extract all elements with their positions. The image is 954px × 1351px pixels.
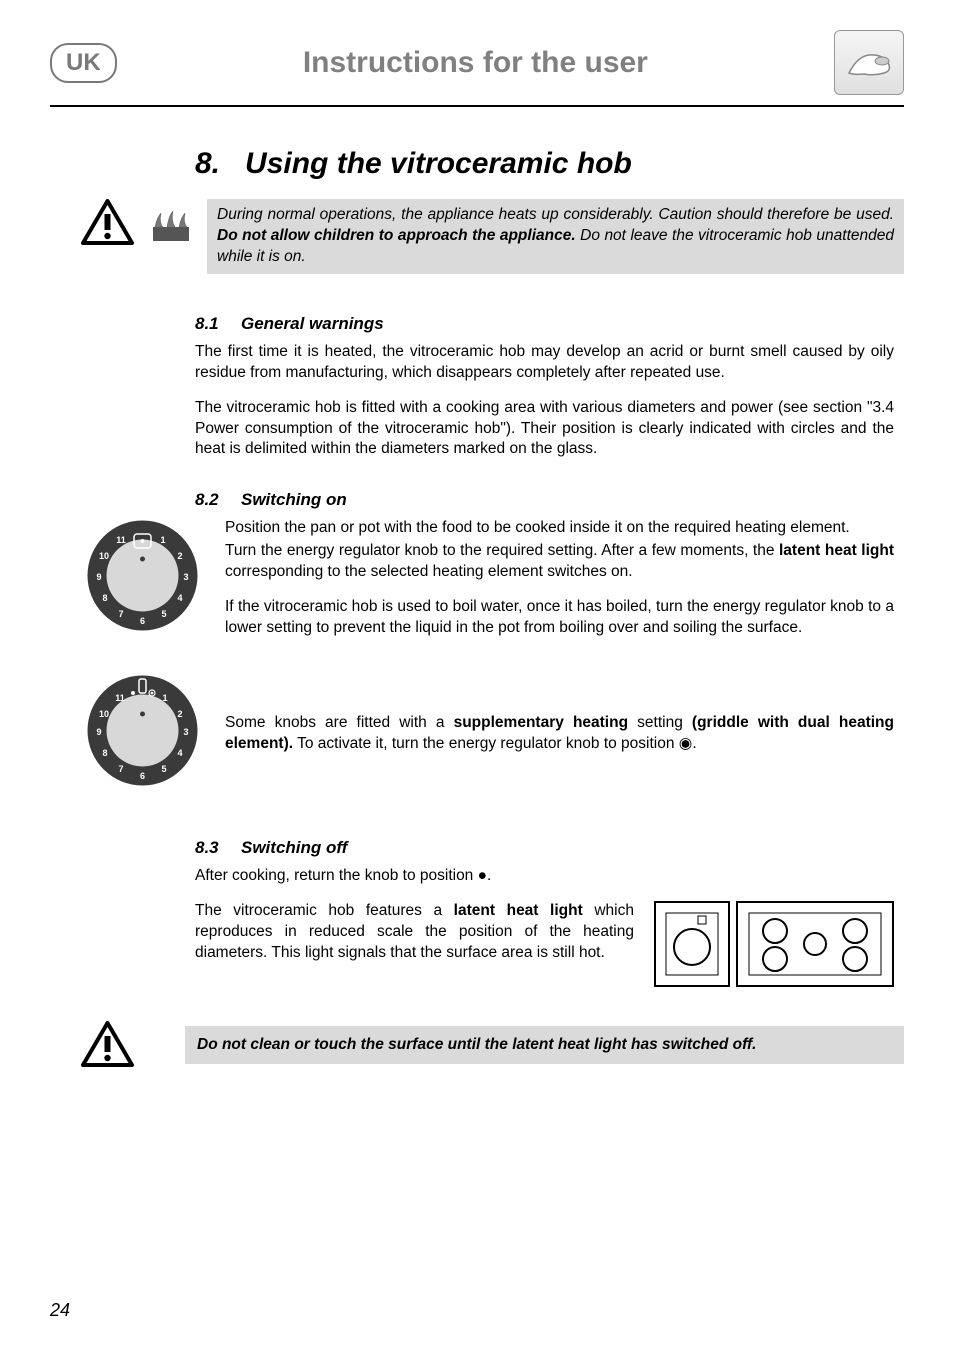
sub2-p3: Some knobs are fitted with a supplementa… (225, 713, 894, 755)
knob-block-1: 1 2 3 4 5 6 7 8 9 10 11 Position the pan… (85, 518, 904, 653)
warning-triangle-icon (80, 1021, 135, 1069)
svg-text:2: 2 (177, 551, 182, 561)
svg-text:6: 6 (140, 616, 145, 626)
knob-block-2: 1 2 3 4 5 6 7 8 9 10 11 Some knobs are f… (85, 673, 904, 788)
steam-hazard-icon (145, 199, 197, 247)
subsection-8-3-title: 8.3Switching off (195, 838, 894, 858)
knob-icon-standard: 1 2 3 4 5 6 7 8 9 10 11 (85, 518, 200, 633)
uk-badge: UK (50, 43, 117, 83)
sub-num: 8.1 (195, 314, 241, 334)
p1-pre: After cooking, return the knob to positi… (195, 867, 478, 884)
p1-end: . (487, 867, 491, 884)
latent-box-multi (736, 901, 894, 987)
p3-end: . (692, 735, 696, 752)
sub-num: 8.2 (195, 490, 241, 510)
header-divider (50, 105, 904, 107)
sub3-p2: The vitroceramic hob features a latent h… (195, 901, 634, 964)
p3-post: To activate it, turn the energy regulato… (293, 735, 679, 752)
sub1-p1: The first time it is heated, the vitroce… (195, 342, 894, 384)
top-warning-block: During normal operations, the appliance … (80, 199, 904, 274)
p3-mid: setting (628, 714, 692, 731)
p2-pre: The vitroceramic hob features a (195, 902, 454, 919)
section-title-text: Using the vitroceramic hob (245, 147, 632, 180)
sub2-p1b: Turn the energy regulator knob to the re… (225, 541, 894, 583)
p3-pre: Some knobs are fitted with a (225, 714, 454, 731)
svg-text:4: 4 (177, 748, 182, 758)
p1b-pre: Turn the energy regulator knob to the re… (225, 542, 779, 559)
subsection-8-1-title: 8.1General warnings (195, 314, 894, 334)
svg-text:3: 3 (183, 572, 188, 582)
svg-text:9: 9 (96, 572, 101, 582)
knob-icon-dual: 1 2 3 4 5 6 7 8 9 10 11 (85, 673, 200, 788)
bottom-warning-text: Do not clean or touch the surface until … (185, 1026, 904, 1064)
svg-text:8: 8 (102, 593, 107, 603)
svg-text:6: 6 (140, 771, 145, 781)
sub2-p2: If the vitroceramic hob is used to boil … (225, 597, 894, 639)
svg-text:10: 10 (99, 709, 109, 719)
spoon-icon (834, 30, 904, 95)
latent-heat-row: The vitroceramic hob features a latent h… (195, 901, 894, 991)
section-number: 8. (195, 147, 220, 180)
warning-pre: During normal operations, the appliance … (217, 206, 894, 223)
p2-bold: latent heat light (454, 902, 583, 919)
svg-text:1: 1 (162, 693, 167, 703)
subsection-8-3: 8.3Switching off After cooking, return t… (195, 838, 894, 991)
latent-heat-diagram (654, 901, 894, 991)
knob-2-text: Some knobs are fitted with a supplementa… (225, 673, 904, 769)
bottom-warning-block: Do not clean or touch the surface until … (80, 1021, 904, 1069)
sub1-p2: The vitroceramic hob is fitted with a co… (195, 398, 894, 461)
svg-text:3: 3 (183, 727, 188, 737)
sub-title: Switching on (241, 490, 347, 509)
svg-text:7: 7 (118, 609, 123, 619)
page-number: 24 (50, 1300, 70, 1321)
p3-sym: ◉ (679, 735, 693, 752)
sub-title: Switching off (241, 838, 347, 857)
p1-sym: ● (478, 867, 487, 884)
knob-1-text: Position the pan or pot with the food to… (225, 518, 904, 653)
top-warning-text: During normal operations, the appliance … (207, 199, 904, 274)
p1b-bold: latent heat light (779, 542, 894, 559)
svg-text:8: 8 (102, 748, 107, 758)
svg-text:11: 11 (116, 535, 126, 545)
sub-num: 8.3 (195, 838, 241, 858)
warning-bold: Do not allow children to approach the ap… (217, 227, 576, 244)
svg-text:7: 7 (118, 764, 123, 774)
svg-text:2: 2 (177, 709, 182, 719)
svg-text:9: 9 (96, 727, 101, 737)
subsection-8-1: 8.1General warnings The first time it is… (195, 314, 894, 461)
page-header: UK Instructions for the user (50, 30, 904, 95)
p1b-post: corresponding to the selected heating el… (225, 563, 633, 580)
sub3-p1: After cooking, return the knob to positi… (195, 866, 894, 887)
svg-text:11: 11 (115, 693, 125, 703)
section-heading: 8. Using the vitroceramic hob (195, 147, 894, 181)
svg-text:1: 1 (160, 535, 165, 545)
subsection-8-2-title: 8.2Switching on (195, 490, 894, 510)
svg-text:10: 10 (99, 551, 109, 561)
sub-title: General warnings (241, 314, 384, 333)
svg-text:5: 5 (161, 764, 166, 774)
page-title: Instructions for the user (117, 46, 834, 80)
p3-bold1: supplementary heating (454, 714, 628, 731)
latent-box-single (654, 901, 730, 987)
svg-text:5: 5 (161, 609, 166, 619)
warning-triangle-icon (80, 199, 135, 247)
sub2-p1a: Position the pan or pot with the food to… (225, 518, 894, 539)
svg-text:4: 4 (177, 593, 182, 603)
